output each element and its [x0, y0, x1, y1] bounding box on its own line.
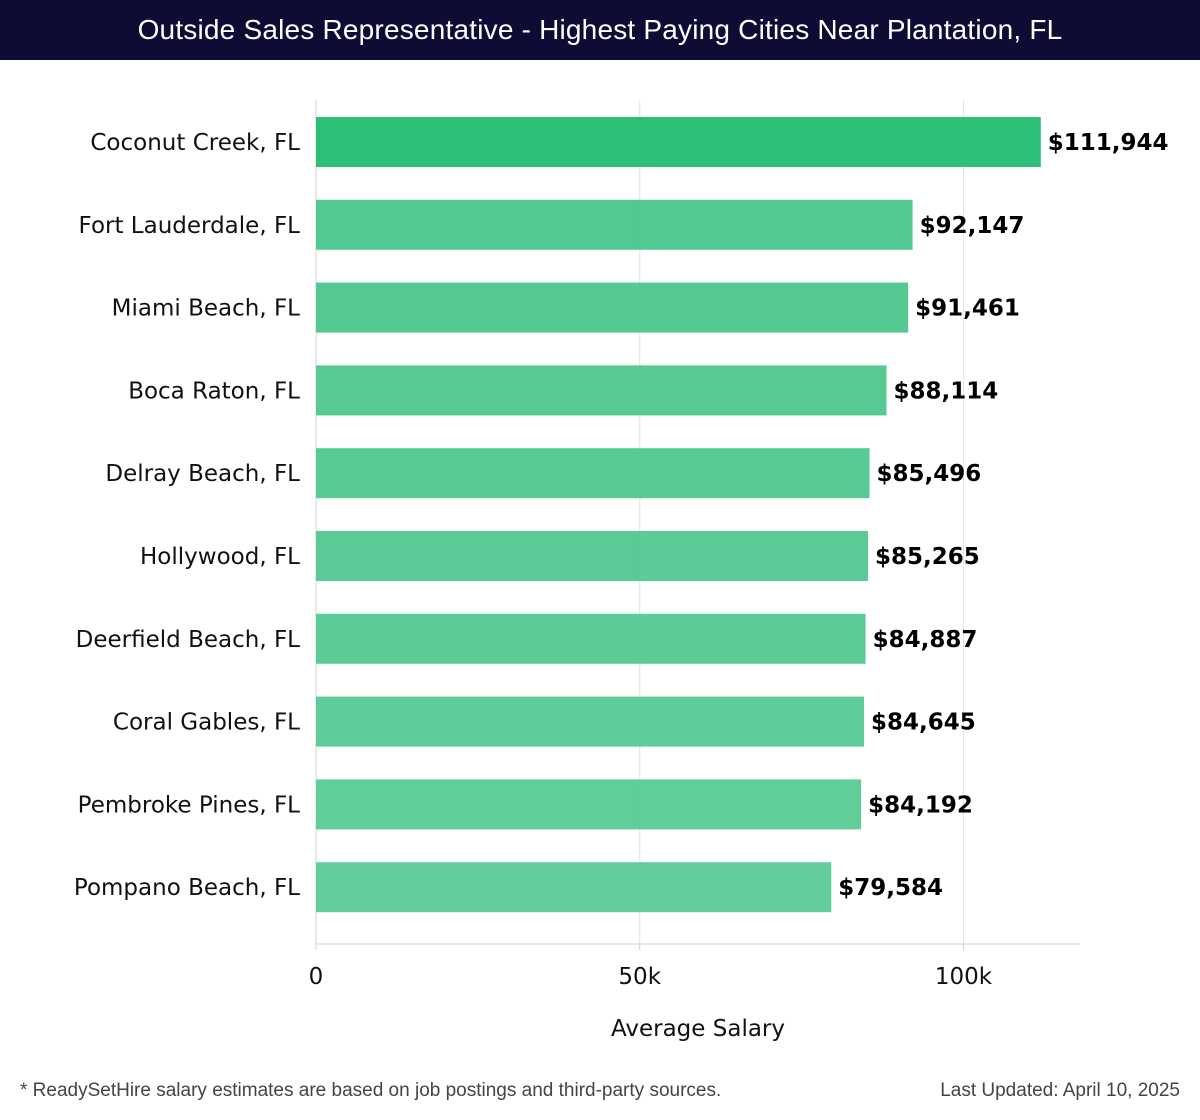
chart-title: Outside Sales Representative - Highest P… — [137, 14, 1063, 45]
x-tick-label: 100k — [935, 964, 993, 990]
y-tick-label: Hollywood, FL — [140, 544, 300, 570]
data-label: $88,114 — [894, 378, 999, 404]
y-tick-label: Boca Raton, FL — [128, 378, 300, 404]
bar — [316, 448, 870, 499]
data-label: $79,584 — [838, 875, 943, 901]
y-tick-label: Coconut Creek, FL — [90, 130, 300, 156]
y-tick-label: Deerfield Beach, FL — [76, 627, 301, 653]
y-tick-label: Pembroke Pines, FL — [78, 792, 301, 818]
bar — [316, 696, 865, 747]
data-label: $84,192 — [868, 792, 973, 818]
bar — [316, 199, 913, 250]
bar — [316, 779, 862, 830]
data-label: $85,496 — [877, 461, 982, 487]
x-tick-label: 50k — [618, 964, 661, 990]
bar — [316, 613, 866, 664]
chart-title-bar: Outside Sales Representative - Highest P… — [0, 0, 1200, 60]
y-tick-label: Pompano Beach, FL — [74, 875, 300, 901]
data-label: $84,645 — [871, 710, 976, 736]
data-label: $84,887 — [873, 627, 978, 653]
y-tick-label: Coral Gables, FL — [113, 710, 300, 736]
bar — [316, 282, 909, 333]
bar — [316, 117, 1041, 167]
x-tick-label: 0 — [309, 964, 324, 990]
data-label: $92,147 — [920, 213, 1025, 239]
y-tick-label: Fort Lauderdale, FL — [79, 213, 301, 239]
data-label: $85,265 — [875, 544, 980, 570]
bar — [316, 531, 869, 581]
bar — [316, 365, 887, 416]
footnote: * ReadySetHire salary estimates are base… — [20, 1080, 722, 1101]
bar-chart: Coconut Creek, FL $111,944 Fort Lauderdale… — [74, 100, 1169, 1042]
data-label: $111,944 — [1048, 130, 1169, 156]
y-tick-label: Miami Beach, FL — [112, 296, 301, 322]
y-tick-label: Delray Beach, FL — [105, 461, 300, 487]
last-updated: Last Updated: April 10, 2025 — [940, 1080, 1180, 1101]
bar — [316, 862, 832, 913]
data-label: $91,461 — [915, 296, 1020, 322]
x-axis-label: Average Salary — [611, 1016, 785, 1042]
